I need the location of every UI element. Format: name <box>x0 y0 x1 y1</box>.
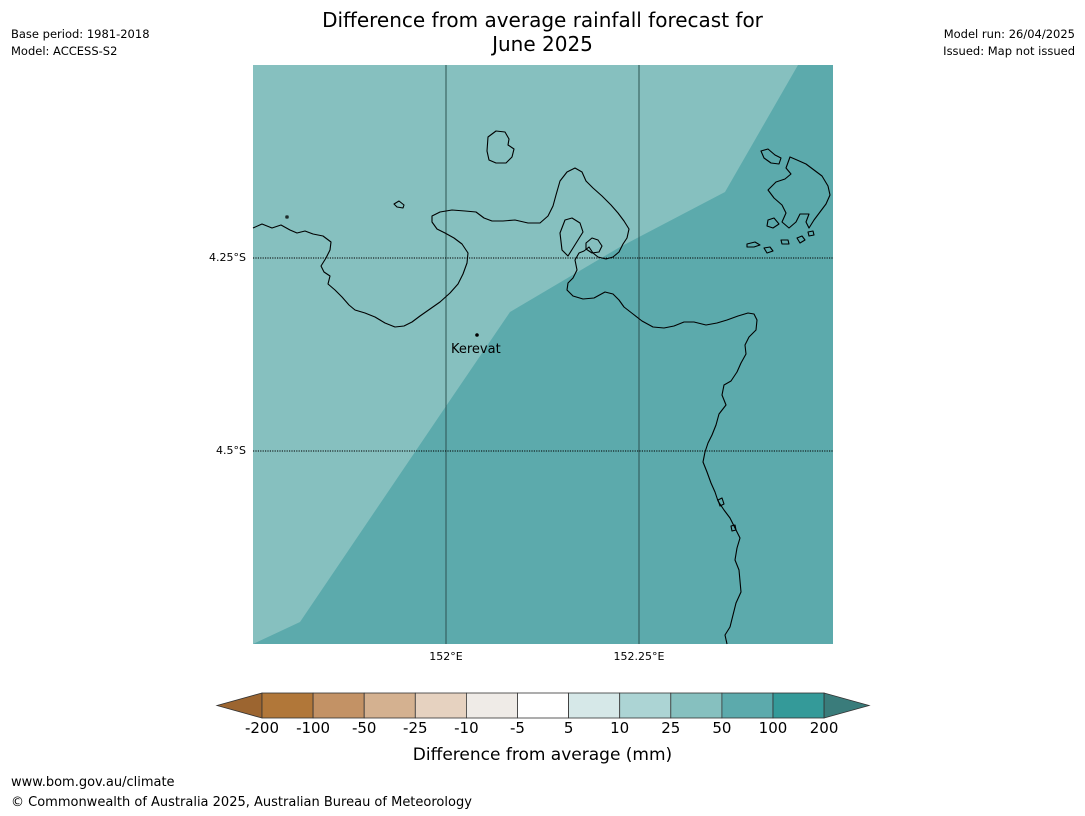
meta-right: Model run: 26/04/2025 Issued: Map not is… <box>943 26 1075 60</box>
colorbar-tick-label: 50 <box>712 719 732 737</box>
lon-label-1: 152°E <box>429 650 463 663</box>
colorbar-tick-label: 10 <box>610 719 630 737</box>
footer-copyright: © Commonwealth of Australia 2025, Austra… <box>11 795 472 810</box>
colorbar-tick-label: 5 <box>563 719 574 737</box>
colorbar-tick-label: 100 <box>758 719 788 737</box>
place-marker <box>475 333 479 337</box>
title-line-1: Difference from average rainfall forecas… <box>322 8 763 32</box>
place-label: Kerevat <box>451 342 501 357</box>
colorbar-tick-label: -5 <box>510 719 525 737</box>
colorbar-tick-label: -25 <box>403 719 428 737</box>
model-run: Model run: 26/04/2025 <box>943 27 1075 41</box>
coastline <box>252 130 831 645</box>
colorbar-tick-label: -10 <box>454 719 479 737</box>
base-period: Base period: 1981-2018 <box>11 27 150 41</box>
title-line-2: June 2025 <box>492 32 593 56</box>
map-title: Difference from average rainfall forecas… <box>0 8 1085 56</box>
colorbar-tick-label: 25 <box>661 719 681 737</box>
graticule <box>253 65 833 644</box>
issued-status: Issued: Map not issued <box>943 44 1075 58</box>
footer-url: www.bom.gov.au/climate <box>11 775 175 790</box>
colorbar-tick-label: -50 <box>351 719 377 737</box>
colorbar-tick-label: -100 <box>296 719 331 737</box>
lon-label-2: 152.25°E <box>613 650 665 663</box>
dark-zone <box>253 65 833 644</box>
lat-label-1: 4.25°S <box>209 251 246 264</box>
colorbar-tick-label: 200 <box>809 719 839 737</box>
lat-label-2: 4.5°S <box>216 444 246 457</box>
meta-left: Base period: 1981-2018 Model: ACCESS-S2 <box>11 26 150 60</box>
model-name: Model: ACCESS-S2 <box>11 44 118 58</box>
colorbar-tick-label: -200 <box>244 719 280 737</box>
colorbar-title: Difference from average (mm) <box>412 745 673 765</box>
